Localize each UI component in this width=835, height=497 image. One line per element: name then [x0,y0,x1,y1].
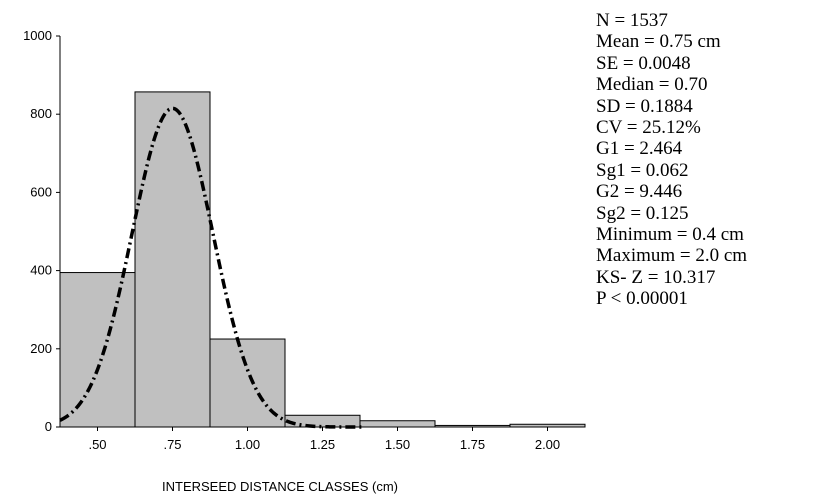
x-tick-label: 2.00 [535,437,560,452]
x-tick-label: .50 [88,437,106,452]
stat-line: Mean = 0.75 cm [596,31,721,53]
stat-line: KS- Z = 10.317 [596,266,716,288]
axes-group: 0 200 400 600 800 1000 .50 .75 1.00 1.25 1.50 1.75 2… [23,28,585,452]
stat-line: N = 1537 [596,10,668,31]
y-tick-label: 400 [30,263,52,278]
x-tick-label: 1.00 [235,437,260,452]
x-tick-label: .75 [163,437,181,452]
stat-line: CV = 25.12% [596,117,701,139]
y-tick-label: 1000 [23,28,52,43]
fit-curve-group [59,106,363,429]
stat-line: SE = 0.0048 [596,52,691,74]
y-tick-label: 0 [45,419,52,434]
stats-panel: N = 1537 Mean = 0.75 cm SE = 0.0048 Median … [596,10,747,310]
stat-line: Sg1 = 0.062 [596,159,689,181]
x-axis-label: INTERSEED DISTANCE CLASSES (cm) [162,479,398,494]
histogram-bar [134,91,211,428]
histogram-bar [359,420,436,428]
y-tick-label: 200 [30,341,52,356]
x-tick-label: 1.75 [460,437,485,452]
y-tick-label: 600 [30,184,52,199]
stat-line: G1 = 2.464 [596,138,683,160]
stat-line: Sg2 = 0.125 [596,202,689,224]
histogram-bar [59,272,136,428]
histogram-chart: 0 200 400 600 800 1000 .50 .75 1.00 1.25 1.50 1.75 2… [23,28,586,494]
bars-group [59,91,586,428]
stat-line: Minimum = 0.4 cm [596,224,744,246]
stat-line: G2 = 9.446 [596,181,683,203]
normal-fit-curve [59,106,363,429]
stat-line: P < 0.00001 [596,288,688,310]
x-tick-label: 1.25 [310,437,335,452]
stat-line: SD = 0.1884 [596,95,693,117]
x-tick-label: 1.50 [385,437,410,452]
stat-line: Median = 0.70 [596,74,708,96]
stat-line: Maximum = 2.0 cm [596,245,748,267]
y-tick-label: 800 [30,106,52,121]
